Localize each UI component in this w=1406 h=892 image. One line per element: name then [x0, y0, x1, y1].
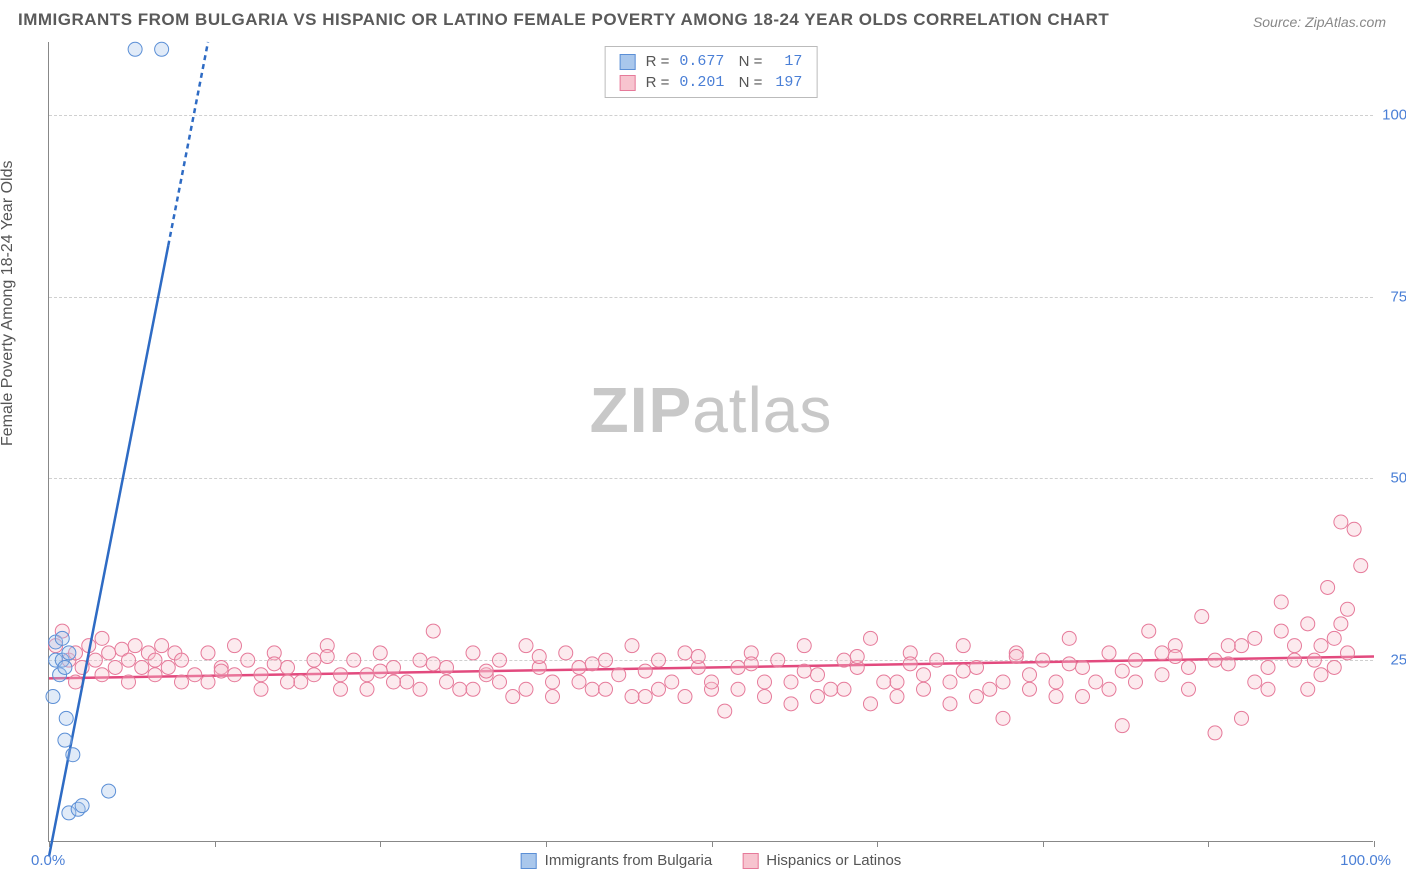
x-tick: [1208, 841, 1209, 847]
y-tick-label: 25.0%: [1378, 652, 1406, 669]
x-tick: [1374, 841, 1375, 847]
series-legend: Immigrants from Bulgaria Hispanics or La…: [521, 852, 902, 869]
x-tick: [877, 841, 878, 847]
scatter-plot-svg: [49, 42, 1373, 841]
x-tick: [380, 841, 381, 847]
legend-label-bulgaria: Immigrants from Bulgaria: [545, 852, 713, 869]
x-tick: [546, 841, 547, 847]
legend-n-label: N =: [734, 74, 762, 91]
x-tick: [215, 841, 216, 847]
y-tick-label: 50.0%: [1378, 470, 1406, 487]
chart-plot-area: ZIPatlas R = 0.677 N = 17 R = 0.201 N = …: [48, 42, 1373, 842]
legend-item-hispanic: Hispanics or Latinos: [742, 852, 901, 869]
y-tick-label: 75.0%: [1378, 288, 1406, 305]
y-tick-label: 100.0%: [1378, 106, 1406, 123]
x-axis-min-label: 0.0%: [31, 852, 65, 869]
legend-n-bulgaria: 17: [772, 53, 802, 70]
legend-row-hispanic: R = 0.201 N = 197: [620, 72, 803, 93]
legend-r-bulgaria: 0.677: [679, 53, 724, 70]
legend-n-hispanic: 197: [772, 74, 802, 91]
legend-square-bulgaria-bottom: [521, 853, 537, 869]
chart-title: IMMIGRANTS FROM BULGARIA VS HISPANIC OR …: [18, 10, 1109, 30]
legend-row-bulgaria: R = 0.677 N = 17: [620, 51, 803, 72]
x-axis-max-label: 100.0%: [1340, 852, 1391, 869]
legend-r-hispanic: 0.201: [679, 74, 724, 91]
legend-square-hispanic-bottom: [742, 853, 758, 869]
legend-r-label: R =: [646, 74, 670, 91]
x-tick: [1043, 841, 1044, 847]
legend-square-bulgaria: [620, 54, 636, 70]
correlation-legend: R = 0.677 N = 17 R = 0.201 N = 197: [605, 46, 818, 98]
x-tick: [712, 841, 713, 847]
source-attribution: Source: ZipAtlas.com: [1253, 14, 1386, 30]
legend-item-bulgaria: Immigrants from Bulgaria: [521, 852, 713, 869]
legend-label-hispanic: Hispanics or Latinos: [766, 852, 901, 869]
legend-r-label: R =: [646, 53, 670, 70]
y-axis-label: Female Poverty Among 18-24 Year Olds: [0, 161, 17, 447]
legend-n-label: N =: [734, 53, 762, 70]
legend-square-hispanic: [620, 75, 636, 91]
x-tick: [49, 841, 50, 847]
